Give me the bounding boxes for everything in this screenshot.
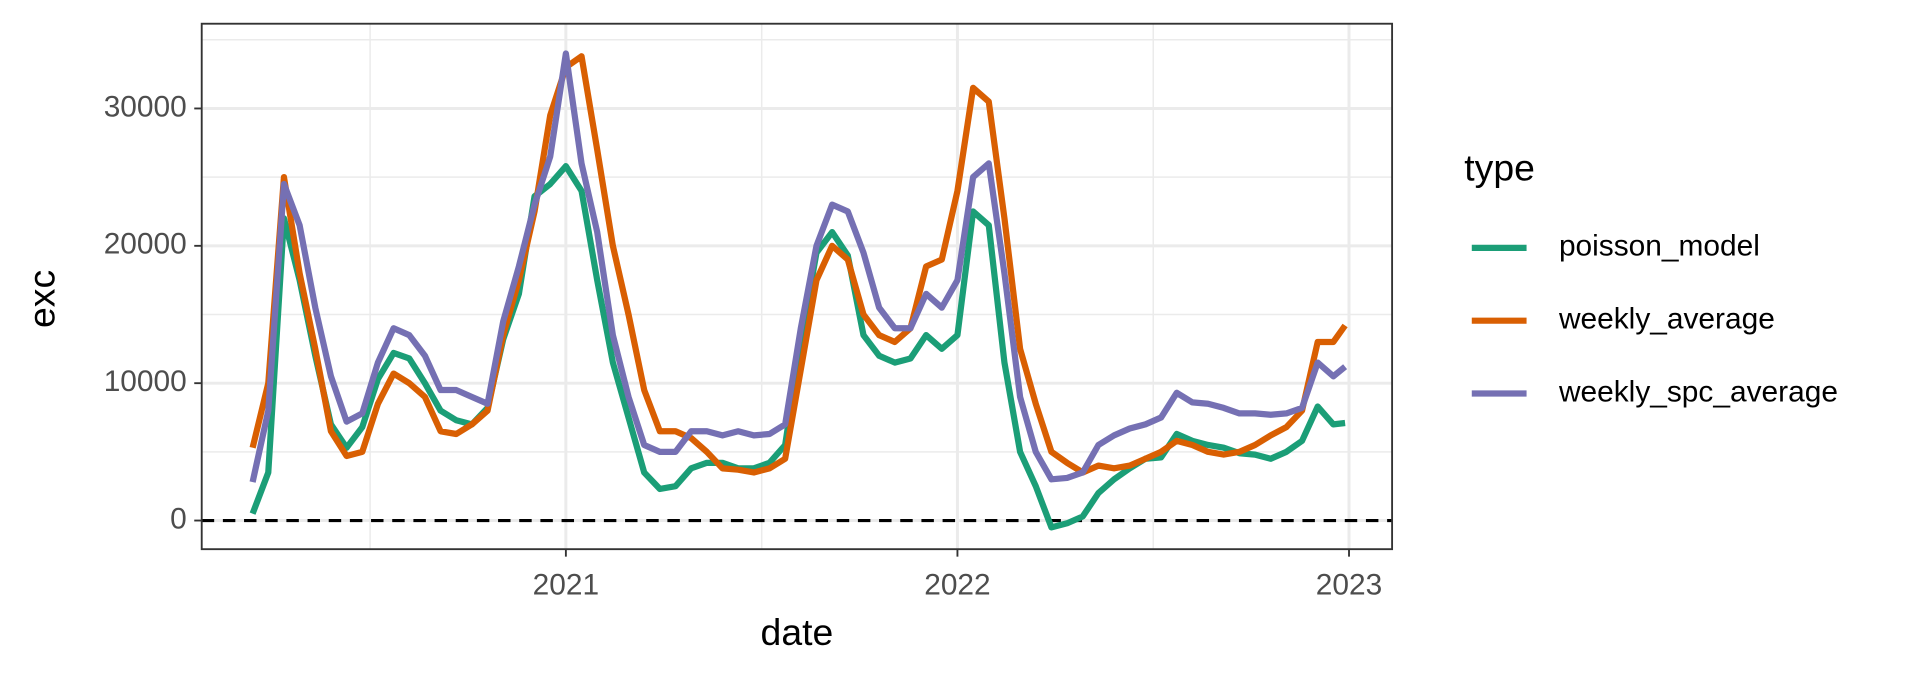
legend-title: type [1464, 147, 1535, 189]
plot-area [201, 23, 1393, 550]
x-tick-label: 2023 [1316, 568, 1382, 601]
y-axis-label: exc [21, 270, 63, 328]
y-tick-label: 30000 [104, 90, 187, 123]
legend-label: weekly_spc_average [1558, 375, 1838, 408]
legend-label: poisson_model [1559, 230, 1760, 263]
y-tick-label: 20000 [104, 228, 187, 261]
y-tick-label: 0 [170, 502, 187, 535]
x-tick-label: 2021 [533, 568, 599, 601]
x-axis-label: date [761, 611, 834, 653]
x-tick-label: 2022 [924, 568, 990, 601]
panel-border [200, 22, 1394, 551]
data-line [249, 50, 1348, 483]
legend-label: weekly_average [1558, 303, 1775, 336]
y-tick-label: 10000 [104, 365, 187, 398]
data-line [249, 53, 1348, 476]
